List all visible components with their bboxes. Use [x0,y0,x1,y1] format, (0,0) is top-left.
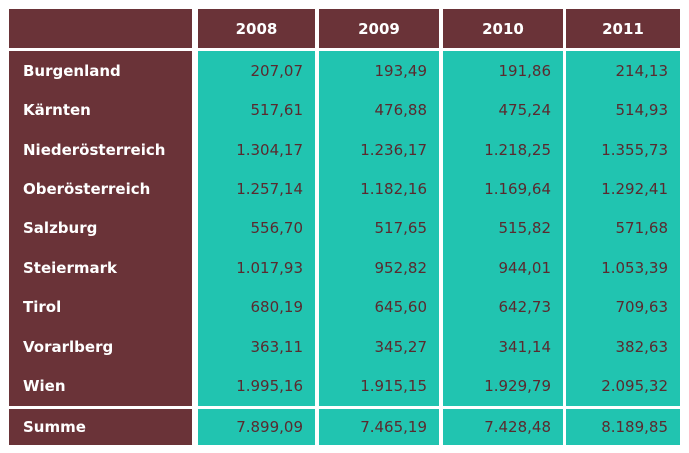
table-cell: 709,63 [615,298,669,317]
table-cell: 680,19 [250,298,304,317]
header-corner-cell [9,9,192,48]
table-cell: 207,07 [250,61,304,80]
row-label: Oberösterreich [23,180,151,199]
table-cell: 1.182,16 [360,180,427,199]
table-cell: 1.995,16 [236,377,303,396]
table-cell: 341,14 [498,337,552,356]
table-cell: 642,73 [498,298,552,317]
table-cell: 1.236,17 [360,140,427,159]
table-cell: 645,60 [374,298,428,317]
row-label: Tirol [23,298,62,317]
total-value-2010: 7.428,48 [443,409,563,445]
table-cell: 214,13 [615,61,669,80]
table-cell: 514,93 [615,101,669,120]
row-label: Niederösterreich [23,140,166,159]
table-cell: 515,82 [498,219,552,238]
table-cell: 363,11 [250,337,304,356]
header-year-2008: 2008 [198,9,315,48]
table-cell: 475,24 [498,101,552,120]
label-column-block [9,51,192,406]
total-value-2009: 7.465,19 [319,409,439,445]
header-year-2010: 2010 [443,9,563,48]
table-cell: 1.017,93 [236,258,303,277]
table-cell: 517,61 [250,101,304,120]
row-label: Kärnten [23,101,91,120]
table-cell: 1.929,79 [484,377,551,396]
header-year-2011: 2011 [566,9,680,48]
row-label: Salzburg [23,219,98,238]
table-cell: 2.095,32 [601,377,668,396]
value-column-2010 [443,51,563,406]
table-cell: 517,65 [374,219,428,238]
value-column-2008 [198,51,315,406]
data-table: 2008 2009 2010 2011 Summe 7.899,09 7.465… [9,9,680,445]
table-cell: 1.257,14 [236,180,303,199]
header-year-2009: 2009 [319,9,439,48]
table-cell: 345,27 [374,337,428,356]
table-cell: 1.053,39 [601,258,668,277]
table-cell: 556,70 [250,219,304,238]
row-label: Vorarlberg [23,337,114,356]
total-row-label: Summe [9,409,192,445]
table-cell: 1.218,25 [484,140,551,159]
table-cell: 1.355,73 [601,140,668,159]
value-column-2009 [319,51,439,406]
table-cell: 952,82 [374,258,428,277]
table-cell: 571,68 [615,219,669,238]
table-cell: 1.292,41 [601,180,668,199]
value-column-2011 [566,51,680,406]
total-value-2011: 8.189,85 [566,409,680,445]
table-cell: 382,63 [615,337,669,356]
table-cell: 944,01 [498,258,552,277]
table-cell: 191,86 [498,61,552,80]
table-cell: 193,49 [374,61,428,80]
total-value-2008: 7.899,09 [198,409,315,445]
table-cell: 1.304,17 [236,140,303,159]
table-cell: 476,88 [374,101,428,120]
table-cell: 1.915,15 [360,377,427,396]
row-label: Wien [23,377,66,396]
table-cell: 1.169,64 [484,180,551,199]
row-label: Burgenland [23,61,121,80]
row-label: Steiermark [23,258,117,277]
